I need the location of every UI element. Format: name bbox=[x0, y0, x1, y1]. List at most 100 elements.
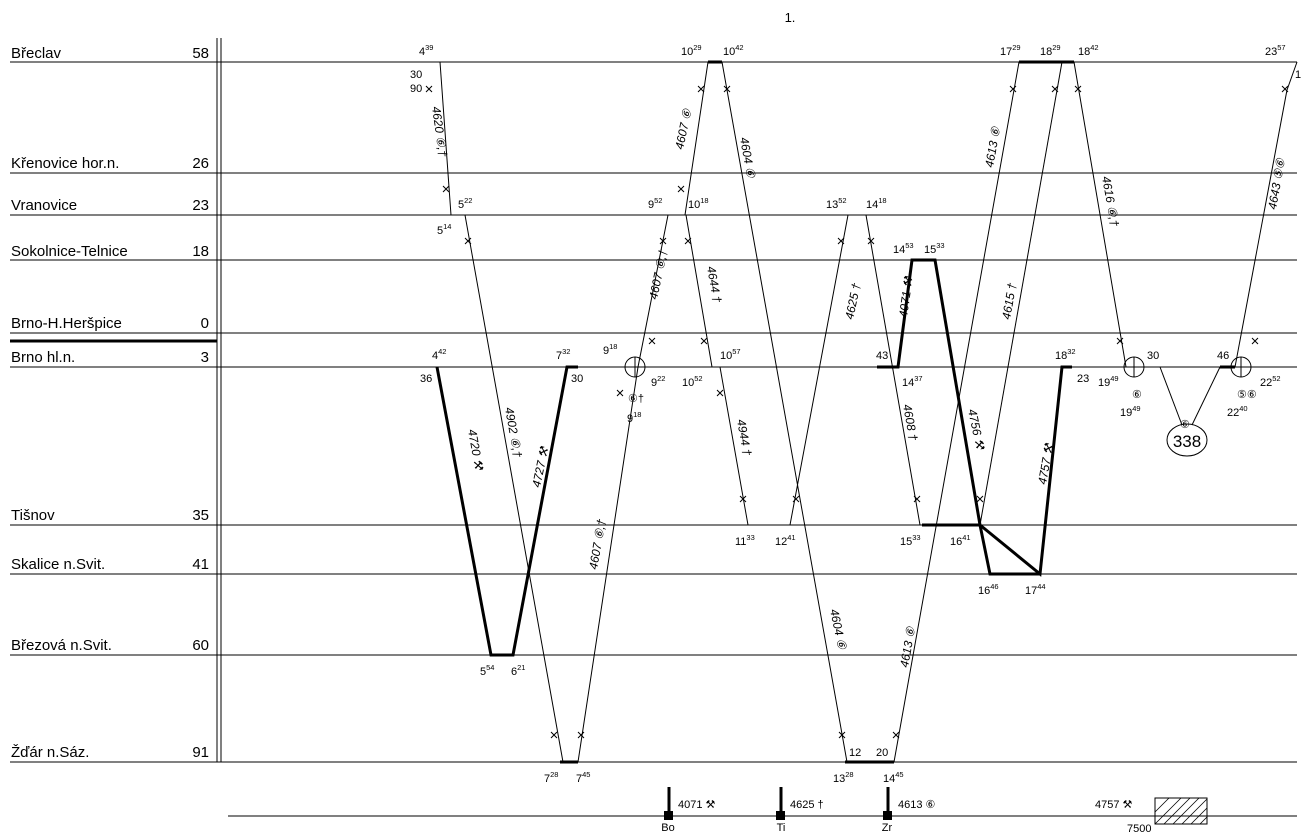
pass-marks bbox=[425, 85, 1289, 739]
minute-mark: 23 bbox=[1077, 373, 1089, 385]
pass-mark bbox=[697, 85, 705, 93]
time-label: 1133 bbox=[735, 533, 755, 548]
pass-mark bbox=[1009, 85, 1017, 93]
pass-mark bbox=[616, 389, 624, 397]
time-label: 1729 bbox=[1000, 43, 1021, 58]
minute-mark: 30 bbox=[1147, 350, 1159, 362]
minute-labels: 30 90 36 30 43 23 30 46 12 20 1 bbox=[410, 69, 1301, 759]
pass-mark bbox=[1074, 85, 1082, 93]
minute-mark: 30 bbox=[571, 373, 583, 385]
train-path-4615 bbox=[979, 61, 1063, 526]
legend-code: Bo bbox=[661, 822, 674, 834]
station-name: Vranovice bbox=[11, 197, 77, 214]
station-name: Křenovice hor.n. bbox=[11, 155, 119, 172]
train-label: 4643 ⑤⑥ bbox=[1265, 156, 1288, 210]
time-label: 1842 bbox=[1078, 43, 1099, 58]
time-label: 732 bbox=[556, 347, 570, 362]
pass-mark bbox=[1251, 337, 1259, 345]
minute-mark: 36 bbox=[420, 373, 432, 385]
pass-mark bbox=[464, 237, 472, 245]
pass-mark bbox=[723, 85, 731, 93]
time-label: 621 bbox=[511, 663, 525, 678]
station-km: 41 bbox=[192, 556, 209, 573]
pass-mark bbox=[837, 237, 845, 245]
time-label: 1057 bbox=[720, 347, 741, 362]
time-label: 952 bbox=[648, 196, 662, 211]
time-label: 1832 bbox=[1055, 347, 1076, 362]
time-label: 2252 bbox=[1260, 374, 1281, 389]
station-km: 35 bbox=[192, 507, 209, 524]
pass-mark bbox=[792, 495, 800, 503]
pass-mark bbox=[838, 731, 846, 739]
pass-mark bbox=[442, 185, 450, 193]
time-label: 745 bbox=[576, 770, 590, 785]
station-km: 18 bbox=[192, 243, 209, 260]
minute-mark: 90 bbox=[410, 83, 422, 95]
hatched-box bbox=[1154, 797, 1208, 825]
time-label: 1533 bbox=[900, 533, 921, 548]
train-label: 4756 ⚒ bbox=[965, 408, 987, 452]
train-label: 4620 ⑥,† bbox=[429, 105, 450, 158]
station-lines bbox=[10, 61, 1297, 763]
time-label: 1029 bbox=[681, 43, 702, 58]
pass-mark bbox=[684, 237, 692, 245]
time-label: 1533 bbox=[924, 241, 945, 256]
time-label: 439 bbox=[419, 43, 433, 58]
legend-marker-box bbox=[776, 811, 785, 820]
time-label: 1641 bbox=[950, 533, 971, 548]
train-label: 4071 ⚒ bbox=[896, 275, 916, 319]
time-label: 1328 bbox=[833, 770, 854, 785]
train-path-4720 bbox=[435, 365, 578, 657]
station-km: 58 bbox=[192, 45, 209, 62]
pass-mark bbox=[716, 389, 724, 397]
station-name: Žďár n.Sáz. bbox=[11, 744, 89, 761]
time-label: 1352 bbox=[826, 196, 847, 211]
train-path-4756 bbox=[978, 524, 1040, 576]
time-label: 918 bbox=[603, 342, 617, 357]
legend-train: 4613 ⑥ bbox=[898, 799, 936, 811]
circle-note: ⑥† bbox=[628, 393, 644, 405]
train-number-labels: 4620 ⑥,† 4607 ⑥ 4604 ⑥ 4613 ⑥ 4616 ⑥,† 4… bbox=[429, 105, 1288, 668]
pass-mark bbox=[659, 237, 667, 245]
time-label: 1744 bbox=[1025, 582, 1046, 597]
minute-mark: 1 bbox=[1295, 69, 1301, 81]
station-name: Březová n.Svit. bbox=[11, 637, 112, 654]
train-label: 4616 ⑥,† bbox=[1099, 175, 1122, 228]
pass-mark bbox=[1116, 337, 1124, 345]
hatch-lines bbox=[1154, 797, 1208, 825]
time-label: 1445 bbox=[883, 770, 904, 785]
train-label: 4607 ⑥,† bbox=[586, 518, 609, 571]
circles bbox=[624, 356, 1252, 457]
numbered-circle bbox=[1166, 423, 1208, 457]
minute-mark: 20 bbox=[876, 747, 888, 759]
train-path-4620 bbox=[427, 61, 564, 763]
circle-note: ⑥ bbox=[1132, 389, 1142, 401]
station-km: 91 bbox=[192, 744, 209, 761]
time-label: 1949 bbox=[1098, 374, 1119, 389]
time-label: 1829 bbox=[1040, 43, 1061, 58]
train-label: 4607 ⑥,† bbox=[646, 248, 670, 301]
minute-mark: 46 bbox=[1217, 350, 1229, 362]
time-label: 1453 bbox=[893, 241, 914, 256]
time-label: 1042 bbox=[723, 43, 744, 58]
page-number: 1. bbox=[785, 10, 796, 25]
station-labels: Břeclav 58 Křenovice hor.n. 26 Vranovice… bbox=[11, 45, 209, 761]
time-label: 728 bbox=[544, 770, 558, 785]
station-name: Tišnov bbox=[11, 507, 55, 524]
train-path-ext bbox=[1286, 61, 1298, 91]
train-label: 4720 ⚒ bbox=[465, 428, 486, 472]
train-label: 4613 ⑥ bbox=[982, 125, 1003, 169]
time-label: 1646 bbox=[978, 582, 999, 597]
time-label: 1018 bbox=[688, 196, 709, 211]
legend: 4071 ⚒ Bo 4625 † Ti 4613 ⑥ Zr 4757 ⚒ 750… bbox=[228, 787, 1297, 835]
time-label: 1949 bbox=[1120, 404, 1141, 419]
connector bbox=[1191, 366, 1221, 426]
legend-code: 7500 bbox=[1127, 823, 1151, 835]
time-label: 514 bbox=[437, 222, 451, 237]
time-label: 922 bbox=[651, 374, 665, 389]
station-km: 23 bbox=[192, 197, 209, 214]
minute-mark: 30 bbox=[410, 69, 422, 81]
time-label: 442 bbox=[432, 347, 446, 362]
legend-code: Ti bbox=[777, 822, 786, 834]
